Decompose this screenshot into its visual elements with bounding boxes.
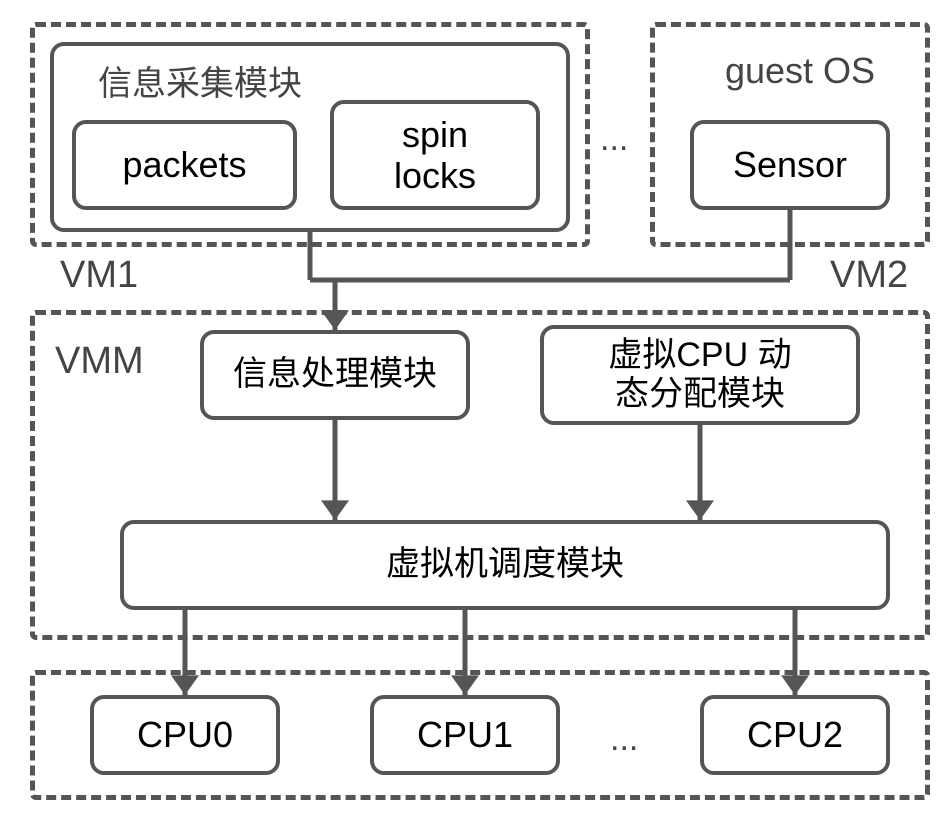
sensor-box: Sensor (690, 120, 890, 210)
vm-sched-box: 虚拟机调度模块 (120, 520, 890, 610)
vcpu-alloc-box: 虚拟CPU 动态分配模块 (540, 325, 860, 425)
packets-box: packets (72, 120, 297, 210)
vm2-title: guest OS (700, 50, 900, 96)
cpu0-box: CPU0 (90, 695, 280, 775)
ellipsis-bottom: ... (610, 720, 638, 759)
info-processing-box: 信息处理模块 (200, 330, 470, 420)
collector-title: 信息采集模块 (70, 56, 330, 102)
ellipsis-top: ... (600, 120, 628, 159)
cpu1-box: CPU1 (370, 695, 560, 775)
vmm-label: VMM (55, 340, 175, 386)
vm1-label: VM1 (60, 254, 138, 297)
diagram-canvas: 信息采集模块 packets spinlocks VM1 guest OS Se… (0, 0, 951, 828)
vm2-label: VM2 (830, 254, 908, 297)
spinlocks-box: spinlocks (330, 100, 540, 210)
cpu2-box: CPU2 (700, 695, 890, 775)
